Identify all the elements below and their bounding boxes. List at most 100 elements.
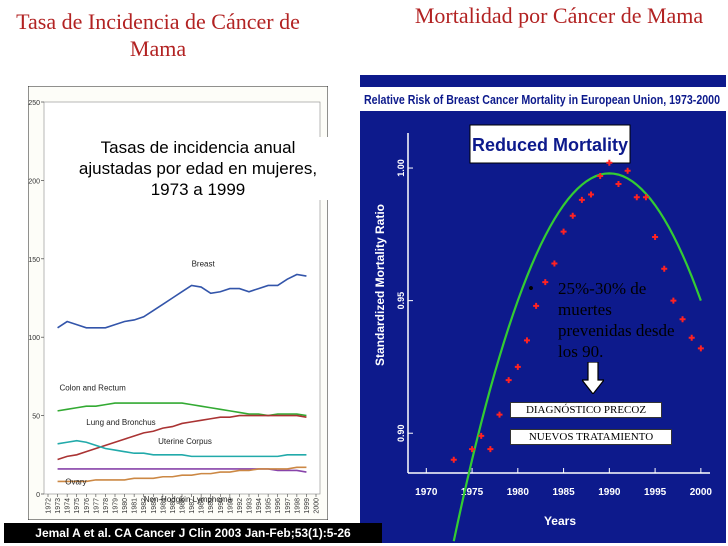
- data-point: [688, 334, 695, 341]
- mortality-title: Mortalidad por Cáncer de Mama: [414, 3, 704, 28]
- x-tick-label: 1977: [93, 498, 100, 514]
- series-line: [57, 466, 307, 483]
- data-point: [615, 180, 622, 187]
- series-label: Breast: [192, 260, 216, 269]
- data-point: [652, 233, 659, 240]
- x-tick-label: 1980: [507, 487, 530, 498]
- y-tick-label: 0: [36, 492, 40, 499]
- x-tick-label: 1989: [208, 498, 215, 514]
- data-point: [642, 194, 649, 201]
- x-tick-label: 1980: [122, 498, 129, 514]
- series-label: Ovary: [65, 478, 86, 487]
- x-tick-label: 1983: [151, 498, 158, 514]
- mortality-chart: Relative Risk of Breast Cancer Mortality…: [360, 75, 726, 543]
- y-tick-label: 200: [28, 178, 40, 185]
- x-tick-label: 1990: [598, 487, 621, 498]
- x-tick-label: 1998: [294, 498, 301, 514]
- prevented-deaths-callout: • 25%-30% de muertes prevenidas desde lo…: [528, 278, 678, 362]
- x-axis-label: Years: [544, 514, 576, 528]
- early-diagnosis-label: DIAGNÓSTICO PRECOZ: [510, 402, 662, 418]
- x-tick-label: 1991: [227, 498, 234, 514]
- x-tick-label: 1985: [552, 487, 575, 498]
- y-tick-label: 0.95: [396, 292, 406, 310]
- series-label: Lung and Bronchus: [86, 418, 155, 427]
- y-tick-label: 1.00: [396, 159, 406, 177]
- x-tick-label: 2000: [314, 498, 321, 514]
- incidence-description: Tasas de incidencia anual ajustadas por …: [68, 137, 328, 200]
- title-strip: [360, 87, 726, 111]
- data-point: [597, 172, 604, 179]
- x-tick-label: 1972: [46, 498, 53, 514]
- data-point: [523, 337, 530, 344]
- callout-text: 25%-30% de muertes prevenidas desde los …: [558, 279, 675, 361]
- data-point: [478, 432, 485, 439]
- series-label: Uterine Corpus: [158, 437, 212, 446]
- data-point: [606, 159, 613, 166]
- x-tick-label: 2000: [690, 487, 713, 498]
- series-label: Colon and Rectum: [59, 384, 126, 393]
- x-tick-label: 1986: [180, 498, 187, 514]
- data-point: [450, 456, 457, 463]
- data-point: [679, 316, 686, 323]
- data-point: [560, 228, 567, 235]
- incidence-title: Tasa de Incidencia de Cáncer de Mama: [16, 9, 300, 61]
- series-line: [57, 414, 307, 461]
- data-point: [487, 446, 494, 453]
- x-tick-label: 1988: [199, 498, 206, 514]
- x-tick-label: 1975: [461, 487, 484, 498]
- x-tick-label: 1995: [644, 487, 667, 498]
- series-line: [57, 439, 307, 458]
- citation: Jemal A et al. CA Cancer J Clin 2003 Jan…: [4, 523, 382, 543]
- y-tick-label: 100: [28, 335, 40, 342]
- series-label: Non-Hodgkin Lymphoma: [144, 495, 233, 504]
- x-tick-label: 1987: [189, 498, 196, 514]
- data-point: [624, 167, 631, 174]
- data-point: [578, 196, 585, 203]
- x-tick-label: 1995: [266, 498, 273, 514]
- x-tick-label: 1994: [256, 498, 263, 514]
- data-point: [514, 363, 521, 370]
- x-tick-label: 1979: [113, 498, 120, 514]
- x-tick-label: 1996: [275, 498, 282, 514]
- y-tick-label: 150: [28, 257, 40, 264]
- new-treatment-label: NUEVOS TRATAMIENTO: [510, 429, 672, 445]
- x-tick-label: 1997: [285, 498, 292, 514]
- data-point: [697, 345, 704, 352]
- banner-box: [469, 124, 631, 164]
- y-tick-label: 50: [32, 414, 40, 421]
- data-point: [670, 297, 677, 304]
- data-point: [469, 446, 476, 453]
- fitted-curve: [452, 172, 702, 542]
- data-point: [661, 265, 668, 272]
- x-tick-label: 1985: [170, 498, 177, 514]
- chart-title: Relative Risk of Breast Cancer Mortality…: [364, 93, 720, 107]
- y-tick-label: 0.90: [396, 424, 406, 442]
- down-arrow-icon: [582, 362, 604, 394]
- data-point: [588, 191, 595, 198]
- x-tick-label: 1992: [237, 498, 244, 514]
- data-point: [542, 279, 549, 286]
- data-point: [505, 377, 512, 384]
- data-point: [496, 411, 503, 418]
- x-tick-label: 1999: [304, 498, 311, 514]
- x-tick-label: 1982: [141, 498, 148, 514]
- data-point: [569, 212, 576, 219]
- x-tick-label: 1975: [74, 498, 81, 514]
- x-tick-label: 1993: [247, 498, 254, 514]
- y-axis-label: Standardized Mortality Ratio: [373, 204, 387, 366]
- data-point: [533, 302, 540, 309]
- x-tick-label: 1978: [103, 498, 110, 514]
- y-tick-label: 250: [28, 100, 40, 107]
- x-tick-label: 1970: [415, 487, 438, 498]
- data-point: [551, 260, 558, 267]
- series-line: [57, 273, 307, 329]
- data-point: [633, 194, 640, 201]
- x-tick-label: 1981: [132, 498, 139, 514]
- x-tick-label: 1976: [84, 498, 91, 514]
- x-tick-label: 1973: [55, 498, 62, 514]
- x-tick-label: 1974: [65, 498, 72, 514]
- x-tick-label: 1990: [218, 498, 225, 514]
- banner-text: Reduced Mortality: [472, 135, 628, 155]
- callout-bullet: •: [528, 279, 534, 298]
- x-tick-label: 1984: [160, 498, 167, 514]
